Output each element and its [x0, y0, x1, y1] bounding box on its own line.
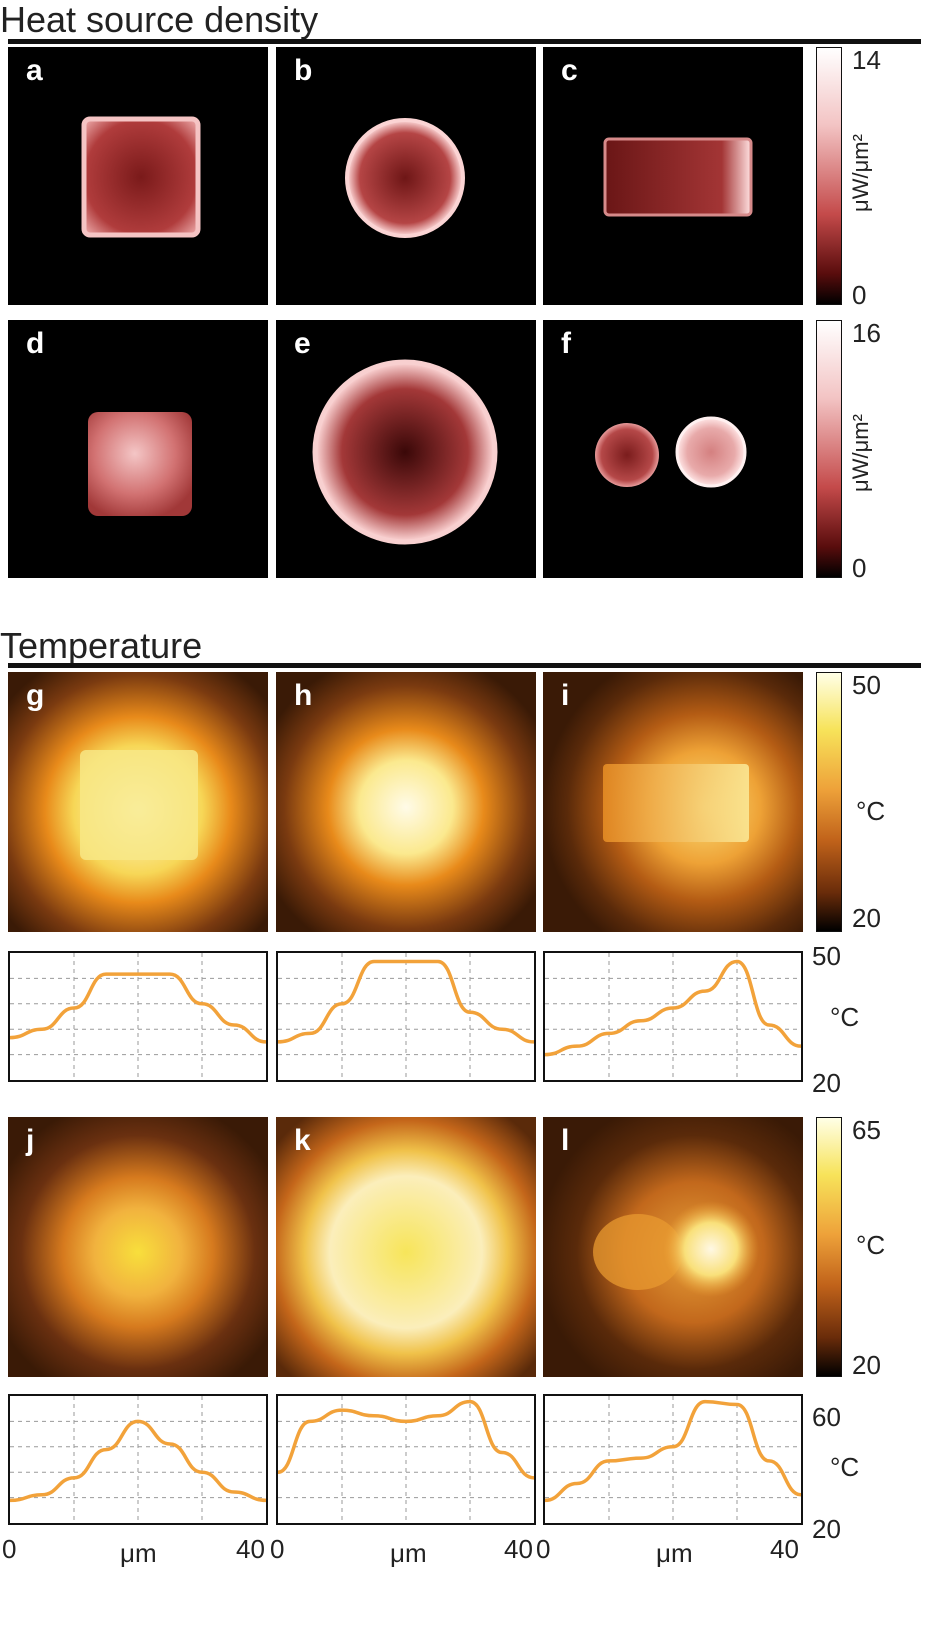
panel-j: j — [8, 1117, 268, 1377]
x-axis-min-2: 0 — [270, 1534, 285, 1564]
profile-line-j — [10, 1419, 266, 1503]
heat-colorbar-1-unit: μW/μm² — [847, 134, 873, 212]
profile-row2-ymax: 60 — [812, 1402, 841, 1432]
heat-colorbar-1 — [816, 47, 842, 305]
panel-e-image — [312, 359, 498, 545]
profile-g-plot — [10, 953, 266, 1080]
panel-h: h — [276, 672, 536, 932]
profile-h-plot — [278, 953, 534, 1080]
profile-j-plot — [10, 1396, 266, 1523]
profile-row2-unit: °C — [830, 1452, 860, 1482]
profile-row1-ymin: 20 — [812, 1068, 841, 1098]
panel-b-image — [345, 118, 465, 238]
temp-colorbar-1-max: 50 — [852, 670, 881, 700]
panel-g-image — [8, 672, 268, 932]
panel-b-label: b — [294, 54, 313, 87]
profile-line-k — [278, 1399, 534, 1480]
x-axis-max-2: 40 — [504, 1534, 533, 1564]
panel-l-image — [543, 1117, 803, 1377]
panel-c-image — [603, 137, 753, 217]
profile-i — [543, 951, 803, 1082]
temp-colorbar-2-max: 65 — [852, 1115, 881, 1145]
panel-g-label: g — [26, 679, 45, 712]
panel-j-image — [8, 1117, 268, 1377]
panel-f: f — [543, 320, 803, 578]
profile-row1-ymax: 50 — [812, 941, 841, 971]
heat-colorbar-2 — [816, 320, 842, 578]
profile-j — [8, 1394, 268, 1525]
temp-section-rule — [8, 663, 921, 668]
profile-h — [276, 951, 536, 1082]
panel-k-label: k — [294, 1124, 311, 1157]
x-axis-max-1: 40 — [236, 1534, 265, 1564]
panel-f-label: f — [561, 327, 571, 360]
panel-i-image — [543, 672, 803, 932]
profile-l — [543, 1394, 803, 1525]
panel-d-label: d — [26, 327, 45, 360]
x-axis-min-3: 0 — [536, 1534, 551, 1564]
heat-colorbar-2-unit: μW/μm² — [847, 414, 873, 492]
panel-c-label: c — [561, 54, 578, 87]
x-axis-max-3: 40 — [770, 1534, 799, 1564]
temp-colorbar-1-min: 20 — [852, 903, 881, 933]
profile-l-plot — [545, 1396, 801, 1523]
temp-colorbar-2 — [816, 1117, 842, 1377]
profile-g — [8, 951, 268, 1082]
panel-b: b — [276, 47, 536, 305]
panel-a-image — [81, 116, 201, 238]
temp-colorbar-1 — [816, 672, 842, 932]
heat-section-title: Heat source density — [0, 0, 319, 40]
panel-h-image — [276, 672, 536, 932]
profile-row2-ymin: 20 — [812, 1514, 841, 1544]
panel-c: c — [543, 47, 803, 305]
panel-k: k — [276, 1117, 536, 1377]
panel-e-label: e — [294, 327, 311, 360]
x-axis-label-3: μm — [656, 1538, 693, 1568]
heat-colorbar-1-max: 14 — [852, 45, 881, 75]
profile-line-h — [278, 959, 534, 1044]
panel-d-image — [88, 412, 192, 516]
panel-l: l — [543, 1117, 803, 1377]
panel-f-image — [595, 416, 747, 488]
heat-colorbar-2-max: 16 — [852, 318, 881, 348]
panel-e: e — [276, 320, 536, 578]
panel-d: d — [8, 320, 268, 578]
temp-colorbar-1-unit: °C — [856, 796, 886, 826]
temp-colorbar-2-min: 20 — [852, 1350, 881, 1380]
profile-line-i — [545, 959, 801, 1057]
profile-k-plot — [278, 1396, 534, 1523]
heat-colorbar-2-min: 0 — [852, 553, 867, 583]
x-axis-label-1: μm — [120, 1538, 157, 1568]
profile-line-g — [10, 972, 266, 1044]
panel-g: g — [8, 672, 268, 932]
x-axis-label-2: μm — [390, 1538, 427, 1568]
profile-k — [276, 1394, 536, 1525]
heat-colorbar-1-min: 0 — [852, 280, 867, 310]
profile-line-l — [545, 1399, 801, 1503]
panel-h-label: h — [294, 679, 313, 712]
temp-colorbar-2-unit: °C — [856, 1230, 886, 1260]
profile-i-plot — [545, 953, 801, 1080]
panel-a-label: a — [26, 54, 43, 87]
profile-row1-unit: °C — [830, 1002, 860, 1032]
panel-a: a — [8, 47, 268, 305]
heat-section-rule — [8, 39, 921, 44]
panel-k-image — [276, 1117, 536, 1377]
x-axis-min-1: 0 — [2, 1534, 17, 1564]
panel-i: i — [543, 672, 803, 932]
panel-l-label: l — [561, 1124, 570, 1157]
temp-section-title: Temperature — [0, 625, 203, 666]
panel-i-label: i — [561, 679, 570, 712]
panel-j-label: j — [26, 1124, 35, 1157]
